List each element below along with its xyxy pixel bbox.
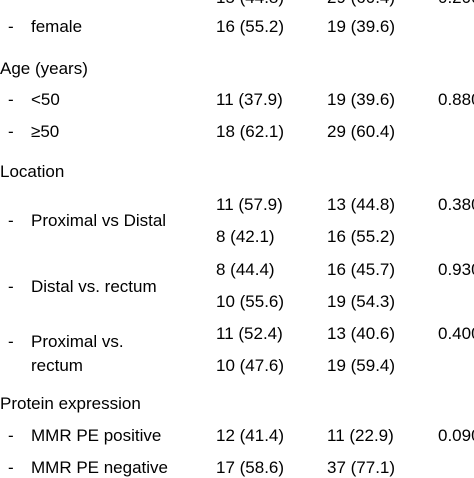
row-dash: -: [8, 122, 14, 141]
cell-prox-distal-col2-b: 16 (55.2): [327, 227, 396, 246]
cell-female-col2: 19 (39.6): [327, 17, 396, 36]
cell-prox-distal-pvalue: 0.380: [438, 195, 474, 214]
cell-mmr-neg-col1: 17 (58.6): [216, 458, 285, 477]
row-label-age-ge50: ≥50: [31, 122, 60, 141]
cut-row-col1: 15 (44.8): [216, 0, 284, 8]
cell-mmr-pos-col2: 11 (22.9): [327, 426, 394, 445]
cell-prox-distal-col2-a: 13 (44.8): [327, 195, 396, 214]
row-label-distal-vs-rectum: Distal vs. rectum: [31, 277, 157, 296]
cell-female-col1: 16 (55.2): [216, 17, 285, 36]
section-header-location: Location: [0, 162, 65, 181]
cell-distal-rectum-col2-b: 19 (54.3): [327, 292, 396, 311]
row-label-mmr-pe-positive: MMR PE positive: [31, 426, 162, 445]
cell-age-ge50-col1: 18 (62.1): [216, 122, 285, 141]
cut-row-pvalue: 0.200: [438, 0, 474, 8]
cell-age-lt50-col1: 11 (37.9): [216, 90, 283, 109]
section-header-age: Age (years): [0, 59, 88, 78]
row-label-proximal-vs-distal: Proximal vs Distal: [31, 211, 167, 230]
row-dash: -: [8, 277, 14, 296]
cell-prox-distal-col1-a: 11 (57.9): [216, 195, 283, 214]
row-dash: -: [8, 458, 14, 477]
section-header-protein-expression: Protein expression: [0, 394, 141, 413]
row-dash: -: [8, 332, 14, 351]
row-label-age-lt50: <50: [31, 90, 60, 109]
cell-prox-distal-col1-b: 8 (42.1): [216, 227, 275, 246]
cell-age-pvalue: 0.880: [438, 90, 474, 109]
row-dash: -: [8, 90, 14, 109]
row-dash: -: [8, 211, 14, 230]
cell-mmr-pvalue: 0.090: [438, 426, 474, 445]
row-dash: -: [8, 426, 14, 445]
cell-prox-rectum-pvalue: 0.400: [438, 324, 474, 343]
cell-age-ge50-col2: 29 (60.4): [327, 122, 396, 141]
cell-mmr-pos-col1: 12 (41.4): [216, 426, 285, 445]
row-label-proximal-vs-rectum-line1: Proximal vs.: [31, 332, 124, 351]
cell-mmr-neg-col2: 37 (77.1): [327, 458, 396, 477]
cut-row-col2: 29 (60.4): [327, 0, 395, 8]
row-label-female: female: [31, 17, 83, 36]
cut-off-table-row: 15 (44.8) 29 (60.4) 0.200: [0, 0, 474, 8]
cell-prox-rectum-col2-a: 13 (40.6): [327, 324, 396, 343]
row-label-mmr-pe-negative: MMR PE negative: [31, 458, 168, 477]
cell-prox-rectum-col2-b: 19 (59.4): [327, 356, 396, 375]
row-label-proximal-vs-rectum-line2: rectum: [31, 356, 83, 375]
cell-distal-rectum-pvalue: 0.930: [438, 260, 474, 279]
cell-distal-rectum-col1-b: 10 (55.6): [216, 292, 285, 311]
row-dash: -: [8, 17, 14, 36]
cell-distal-rectum-col1-a: 8 (44.4): [216, 260, 275, 279]
cell-age-lt50-col2: 19 (39.6): [327, 90, 396, 109]
cell-distal-rectum-col2-a: 16 (45.7): [327, 260, 396, 279]
cell-prox-rectum-col1-a: 11 (52.4): [216, 324, 283, 343]
cell-prox-rectum-col1-b: 10 (47.6): [216, 356, 285, 375]
